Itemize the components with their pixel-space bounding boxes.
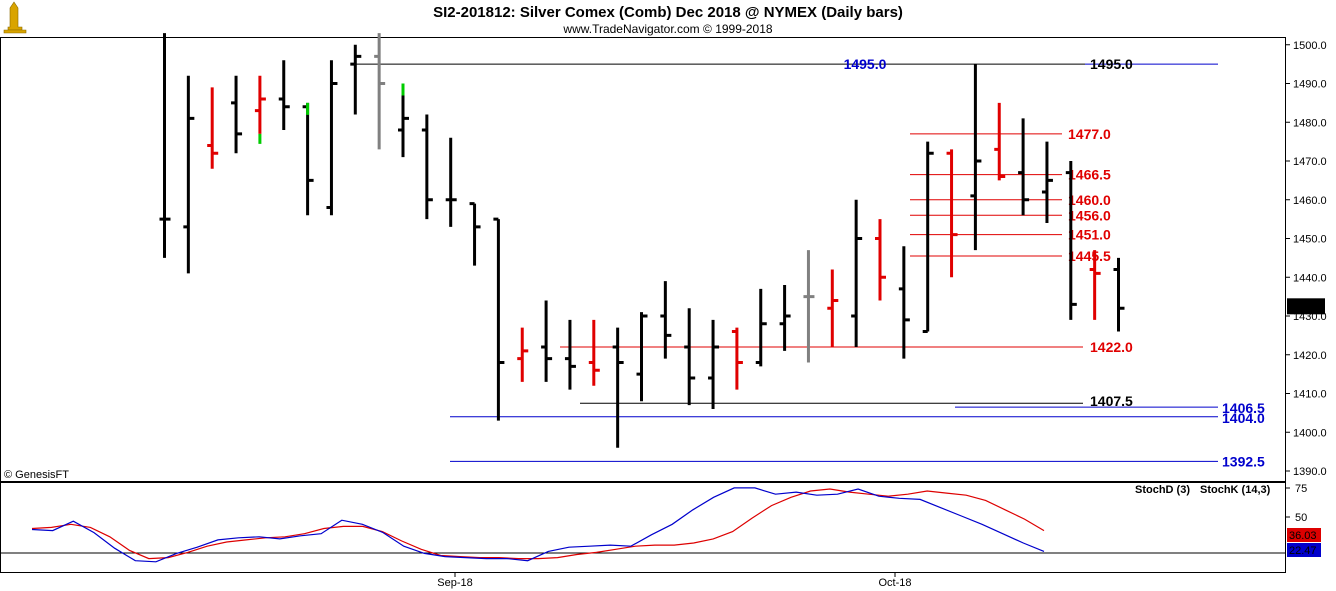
y-tick-label: 1400.0 [1293,427,1327,439]
level-label: 1477.0 [1068,126,1111,142]
ohlc-bar [922,141,934,333]
stochastic-panel: 75 50 StochD (3) StochK (14,3) 36.03 22.47 [0,483,1321,563]
y-tick-label: 1460.0 [1293,195,1327,207]
ohlc-bar [159,33,171,258]
ohlc-bar [731,327,743,390]
chart-title: SI2-201812: Silver Comex (Comb) Dec 2018… [433,4,903,21]
ohlc-bar [350,44,362,115]
chart-subtitle: www.TradeNavigator.com © 1999-2018 [562,22,772,36]
y-tick-label: 1500.0 [1293,40,1327,52]
stoch-k-value: 22.47 [1289,545,1317,557]
ohlc-bar [612,327,624,448]
stoch-k-tag [1287,543,1321,557]
ohlc-bar [827,269,839,347]
ohlc-bar [183,75,195,274]
ohlc-bar [636,312,648,402]
last-price-tag [1287,298,1325,315]
ohlc-bar [660,281,672,359]
stoch-k-legend: StochK (14,3) [1200,484,1271,496]
ohlc-bar [231,75,243,154]
y-tick-label: 1390.0 [1293,466,1327,478]
ohlc-bar [326,60,338,216]
y-tick-label: 1410.0 [1293,389,1327,401]
y-tick-label: 1480.0 [1293,117,1327,129]
ohlc-bar [1018,118,1030,216]
level-label: 1392.5 [1222,453,1265,469]
stoch-k-line [31,487,1045,563]
logo-icon [3,1,27,34]
ohlc-bar [779,285,791,351]
ohlc-bars: 1432.5 [159,33,1325,448]
y-tick-label: 1450.0 [1293,234,1327,246]
x-tick-label: Oct-18 [878,577,911,589]
level-label: 1451.0 [1068,227,1111,243]
level-label: 1445.5 [1068,248,1111,264]
y-tick-label: 1440.0 [1293,272,1327,284]
ohlc-bar [1041,141,1053,223]
y-tick-label: 1470.0 [1293,156,1327,168]
ohlc-bar [469,202,481,266]
ohlc-bar [493,217,505,421]
ohlc-bar [803,250,815,363]
x-axis: Sep-18 Oct-18 [437,573,912,589]
ohlc-bar [898,246,910,359]
ohlc-bar [517,327,529,382]
ohlc-bar [1065,161,1077,320]
stoch-d-value: 36.03 [1289,530,1317,542]
ohlc-bar [684,308,696,406]
last-price-label: 1432.5 [1289,301,1323,313]
level-label: 1456.0 [1068,207,1111,223]
level-label: 1466.5 [1068,167,1111,183]
ohlc-bar [374,33,386,150]
ohlc-bar [207,87,219,169]
ohlc-bar [398,83,409,158]
level-label: 1407.5 [1090,393,1133,409]
stoch-y-tick-label: 50 [1295,512,1307,524]
ohlc-bar [541,300,553,382]
stoch-y-tick-label: 75 [1295,483,1307,495]
ohlc-bar [708,319,720,409]
ohlc-bar [970,64,982,251]
ohlc-bar [1113,257,1125,332]
ohlc-bar [445,137,457,227]
ohlc-bar [994,102,1006,181]
ohlc-bar [851,199,863,347]
y-tick-label: 1490.0 [1293,79,1327,91]
level-label: 1495.0 [844,56,887,72]
x-tick-label: Sep-18 [437,577,472,589]
ohlc-bar [302,102,314,216]
ohlc-bar [1089,250,1101,320]
stoch-d-tag [1287,528,1321,542]
ohlc-bar [946,149,958,278]
level-label: 1422.0 [1090,339,1133,355]
ohlc-bar [875,219,886,301]
ohlc-bar [254,75,266,144]
level-label: 1495.0 [1090,56,1133,72]
copyright-text: © GenesisFT [4,469,69,481]
level-label: 1404.0 [1222,410,1265,426]
ohlc-bar [588,319,600,386]
ohlc-bar [421,114,433,220]
level-label: 1460.0 [1068,192,1111,208]
ohlc-bar [755,288,767,367]
y-tick-label: 1420.0 [1293,350,1327,362]
level-label: 1406.5 [1222,400,1265,416]
ohlc-bar [278,60,290,130]
stoch-d-legend: StochD (3) [1135,484,1190,496]
ohlc-bar [564,319,576,390]
